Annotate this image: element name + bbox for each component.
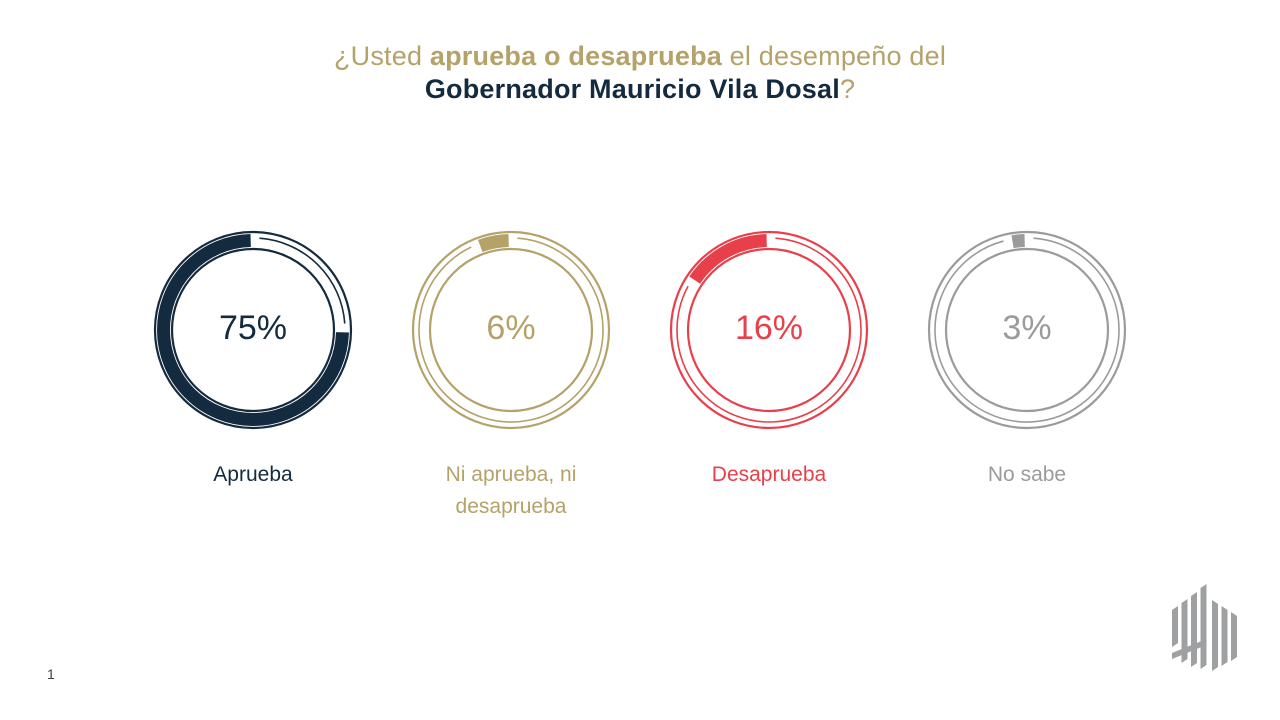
title-line-1: ¿Usted aprueba o desaprueba el desempeño… (0, 40, 1280, 73)
donut-value: 75% (218, 308, 288, 347)
donut-value: 16% (734, 308, 804, 347)
donut-chart-row: 75% Aprueba 6% Ni aprueba, ni desaprueba… (0, 225, 1280, 523)
donut-value: 3% (1002, 308, 1052, 347)
donut-label: Ni aprueba, ni desaprueba (445, 463, 577, 518)
donut-label: Desaprueba (711, 463, 827, 486)
title-question-mark: ? (839, 74, 856, 104)
title-line-2: Gobernador Mauricio Vila Dosal? (0, 73, 1280, 106)
donut-ring (927, 230, 1127, 430)
title-text: ¿Usted (333, 41, 430, 71)
donut-label: Aprueba (213, 463, 293, 486)
title-emphasis: aprueba o desaprueba (429, 41, 722, 71)
brand-logo-icon (1172, 584, 1237, 671)
page-number: 1 (47, 666, 55, 682)
donut-aprueba: 75% Aprueba (148, 225, 358, 523)
donut-ring (153, 230, 353, 430)
donut-label: No sabe (987, 463, 1067, 486)
donut-gauge: 6% (406, 225, 616, 435)
donut-gauge: 3% (922, 225, 1132, 435)
donut-no-sabe: 3% No sabe (922, 225, 1132, 523)
title-subject: Gobernador Mauricio Vila Dosal (424, 74, 840, 104)
donut-ring (411, 230, 611, 430)
donut-desaprueba: 16% Desaprueba (664, 225, 874, 523)
donut-value: 6% (486, 308, 536, 347)
donut-gauge: 16% (664, 225, 874, 435)
donut-gauge: 75% (148, 225, 358, 435)
donut-ni-aprueba-ni-desaprueba: 6% Ni aprueba, ni desaprueba (406, 225, 616, 523)
page-title: ¿Usted aprueba o desaprueba el desempeño… (0, 40, 1280, 106)
title-text: el desempeño del (721, 41, 947, 71)
donut-ring (669, 230, 869, 430)
